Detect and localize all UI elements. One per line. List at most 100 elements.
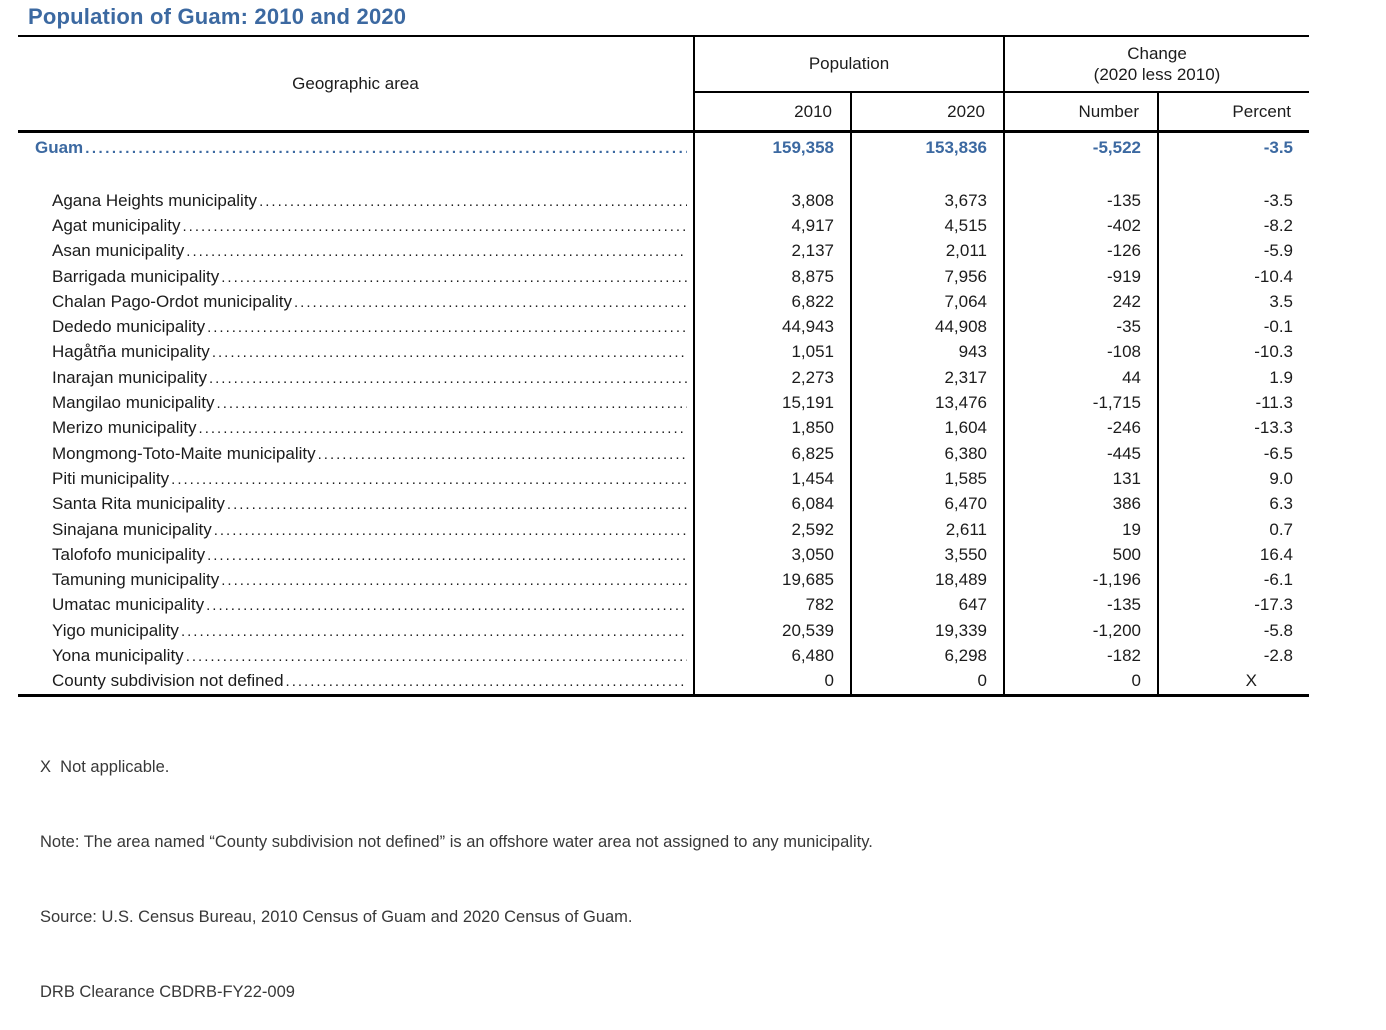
dot-leader bbox=[199, 418, 687, 438]
cell-pop-2010: 44,943 bbox=[693, 314, 850, 340]
header-percent: Percent bbox=[1157, 93, 1309, 130]
table-row: Agat municipality 4,917 4,515 -402 -8.2 bbox=[18, 213, 1309, 239]
table-row: Tamuning municipality 19,685 18,489 -1,1… bbox=[18, 567, 1309, 593]
population-table: Geographic area Population Change (2020 … bbox=[18, 35, 1309, 697]
row-name-cell: Chalan Pago-Ordot municipality bbox=[18, 289, 693, 314]
cell-pop-2020: 6,470 bbox=[850, 491, 1003, 517]
header-change-group: Change (2020 less 2010) bbox=[1003, 37, 1309, 93]
dot-leader bbox=[206, 595, 687, 615]
cell-change-number: -126 bbox=[1003, 238, 1157, 264]
table-row: Talofofo municipality 3,050 3,550 500 16… bbox=[18, 542, 1309, 568]
header-2020: 2020 bbox=[850, 93, 1003, 130]
cell-change-number: -1,715 bbox=[1003, 390, 1157, 416]
cell-pop-2010: 6,822 bbox=[693, 289, 850, 315]
cell-pop-2010: 4,917 bbox=[693, 213, 850, 239]
table-header: Geographic area Population Change (2020 … bbox=[18, 37, 1309, 133]
header-2010: 2010 bbox=[693, 93, 850, 130]
footnote-drb-clearance: DRB Clearance CBDRB-FY22-009 bbox=[40, 983, 295, 1001]
cell-change-number: -445 bbox=[1003, 440, 1157, 467]
cell-pop-2010: 782 bbox=[693, 592, 850, 619]
cell-change-percent: -10.3 bbox=[1157, 339, 1309, 366]
row-name: Inarajan municipality bbox=[52, 367, 207, 387]
table-row: Sinajana municipality 2,592 2,611 19 0.7 bbox=[18, 516, 1309, 543]
cell-pop-2010: 6,480 bbox=[693, 643, 850, 669]
row-name: Umatac municipality bbox=[52, 595, 205, 615]
row-name: Hagåtña municipality bbox=[52, 342, 210, 362]
row-name: Agana Heights municipality bbox=[52, 190, 258, 210]
spacer-cell bbox=[1003, 163, 1157, 188]
cell-change-number: -135 bbox=[1003, 188, 1157, 214]
table-row: Yigo municipality 20,539 19,339 -1,200 -… bbox=[18, 618, 1309, 644]
table-row: Dededo municipality 44,943 44,908 -35 -0… bbox=[18, 314, 1309, 340]
table-row: Inarajan municipality 2,273 2,317 44 1.9 bbox=[18, 365, 1309, 391]
dot-leader bbox=[186, 241, 687, 261]
row-name: Tamuning municipality bbox=[52, 570, 220, 590]
cell-pop-2010: 1,850 bbox=[693, 415, 850, 441]
row-name-cell: Agana Heights municipality bbox=[18, 188, 693, 213]
table-body-rows: Agana Heights municipality 3,808 3,673 -… bbox=[18, 188, 1309, 694]
page-title: Population of Guam: 2010 and 2020 bbox=[28, 4, 407, 29]
cell-change-number: 44 bbox=[1003, 365, 1157, 391]
cell-pop-2010: 15,191 bbox=[693, 390, 850, 416]
cell-change-number: 19 bbox=[1003, 516, 1157, 543]
table-row: Merizo municipality 1,850 1,604 -246 -13… bbox=[18, 415, 1309, 441]
cell-change-number: -108 bbox=[1003, 339, 1157, 366]
dot-leader bbox=[171, 469, 687, 489]
cell-pop-2020: 7,064 bbox=[850, 289, 1003, 315]
cell-pop-2010: 1,454 bbox=[693, 466, 850, 492]
row-name: Dededo municipality bbox=[52, 317, 206, 337]
row-name: Sinajana municipality bbox=[52, 519, 212, 539]
row-name: Merizo municipality bbox=[52, 418, 197, 438]
total-change-percent: -3.5 bbox=[1157, 133, 1309, 163]
cell-pop-2010: 2,592 bbox=[693, 516, 850, 543]
cell-change-number: -246 bbox=[1003, 415, 1157, 441]
row-name: Chalan Pago-Ordot municipality bbox=[52, 291, 293, 311]
cell-change-number: -182 bbox=[1003, 643, 1157, 669]
cell-change-percent: -13.3 bbox=[1157, 415, 1309, 441]
cell-change-number: 242 bbox=[1003, 289, 1157, 315]
row-name-cell: Dededo municipality bbox=[18, 314, 693, 339]
cell-pop-2020: 6,380 bbox=[850, 440, 1003, 467]
cell-change-percent: -6.5 bbox=[1157, 440, 1309, 467]
header-number: Number bbox=[1003, 93, 1157, 130]
row-name: Santa Rita municipality bbox=[52, 494, 225, 514]
header-change-line2: (2020 less 2010) bbox=[1093, 65, 1221, 84]
dot-leader bbox=[207, 317, 687, 337]
row-name-cell: Barrigada municipality bbox=[18, 264, 693, 289]
dot-leader bbox=[186, 646, 687, 666]
dot-leader bbox=[181, 621, 687, 641]
cell-change-percent: -8.2 bbox=[1157, 213, 1309, 239]
cell-pop-2020: 3,673 bbox=[850, 188, 1003, 214]
header-population-group: Population bbox=[693, 37, 1003, 93]
cell-pop-2020: 2,317 bbox=[850, 365, 1003, 391]
row-name-cell: Tamuning municipality bbox=[18, 567, 693, 592]
cell-pop-2020: 19,339 bbox=[850, 618, 1003, 644]
cell-pop-2020: 2,011 bbox=[850, 238, 1003, 264]
cell-change-number: -35 bbox=[1003, 314, 1157, 340]
spacer-cell bbox=[693, 163, 850, 188]
cell-change-percent: -17.3 bbox=[1157, 592, 1309, 619]
dot-leader bbox=[259, 191, 687, 211]
cell-change-percent: 16.4 bbox=[1157, 542, 1309, 568]
row-name-cell: Sinajana municipality bbox=[18, 517, 693, 542]
row-name-cell: Merizo municipality bbox=[18, 416, 693, 441]
cell-pop-2020: 18,489 bbox=[850, 567, 1003, 593]
dot-leader bbox=[318, 444, 687, 464]
dot-leader bbox=[209, 368, 687, 388]
table-row: Asan municipality 2,137 2,011 -126 -5.9 bbox=[18, 238, 1309, 264]
table-row: Piti municipality 1,454 1,585 131 9.0 bbox=[18, 466, 1309, 492]
total-row-name: Guam bbox=[35, 138, 84, 157]
cell-change-percent: 1.9 bbox=[1157, 365, 1309, 391]
cell-pop-2010: 1,051 bbox=[693, 339, 850, 366]
row-name-cell: Mongmong-Toto-Maite municipality bbox=[18, 441, 693, 466]
row-name-cell: Asan municipality bbox=[18, 239, 693, 264]
cell-pop-2010: 8,875 bbox=[693, 263, 850, 290]
cell-change-percent: -5.9 bbox=[1157, 238, 1309, 264]
cell-pop-2020: 3,550 bbox=[850, 542, 1003, 568]
total-row-name-cell: Guam bbox=[18, 133, 693, 163]
row-name-cell: Piti municipality bbox=[18, 466, 693, 491]
total-change-number: -5,522 bbox=[1003, 133, 1157, 163]
cell-change-percent: -6.1 bbox=[1157, 567, 1309, 593]
spacer-cell bbox=[18, 163, 693, 188]
dot-leader bbox=[212, 342, 687, 362]
